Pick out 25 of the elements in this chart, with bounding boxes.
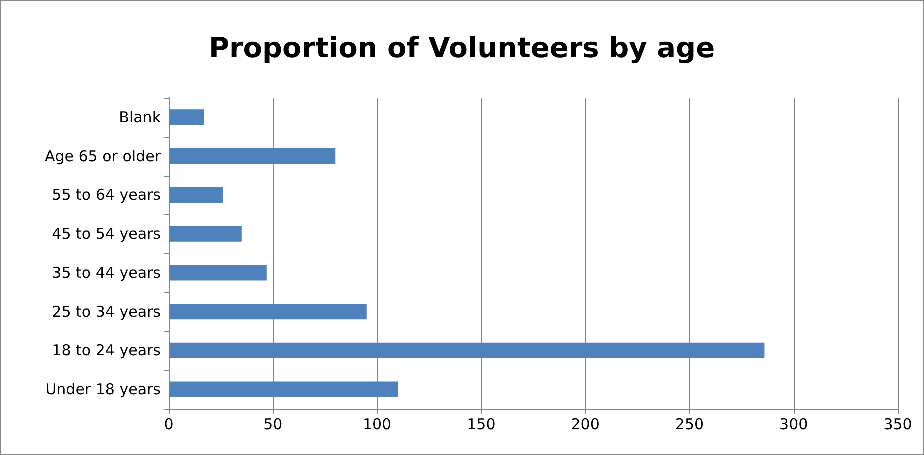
x-tick-label: 50 [264, 416, 283, 434]
x-tick-label: 200 [571, 416, 600, 434]
x-tick-label: 100 [362, 416, 392, 434]
y-tick-label: 18 to 24 years [52, 342, 162, 360]
x-tick-label: 350 [884, 416, 912, 434]
y-tick-label: 35 to 44 years [52, 264, 162, 282]
x-tick-label: 300 [780, 416, 808, 434]
chart-title: Proportion of Volunteers by age [208, 32, 716, 64]
y-tick-label: Age 65 or older [44, 147, 162, 166]
bar [169, 226, 242, 242]
x-tick-label: 0 [164, 416, 174, 434]
bar [169, 110, 204, 126]
y-tick-label: 55 to 64 years [52, 186, 162, 204]
bar [169, 265, 267, 281]
bar [169, 342, 765, 358]
bar [169, 187, 224, 203]
x-tick-label: 250 [675, 416, 704, 434]
y-tick-label: Blank [119, 108, 162, 126]
y-tick-label: 25 to 34 years [52, 302, 162, 321]
bar [169, 304, 367, 320]
y-tick-label: 45 to 54 years [52, 225, 162, 244]
y-tick-label: Under 18 years [46, 380, 162, 399]
bar [169, 382, 398, 398]
bar [169, 148, 336, 164]
x-tick-label: 150 [467, 416, 496, 434]
